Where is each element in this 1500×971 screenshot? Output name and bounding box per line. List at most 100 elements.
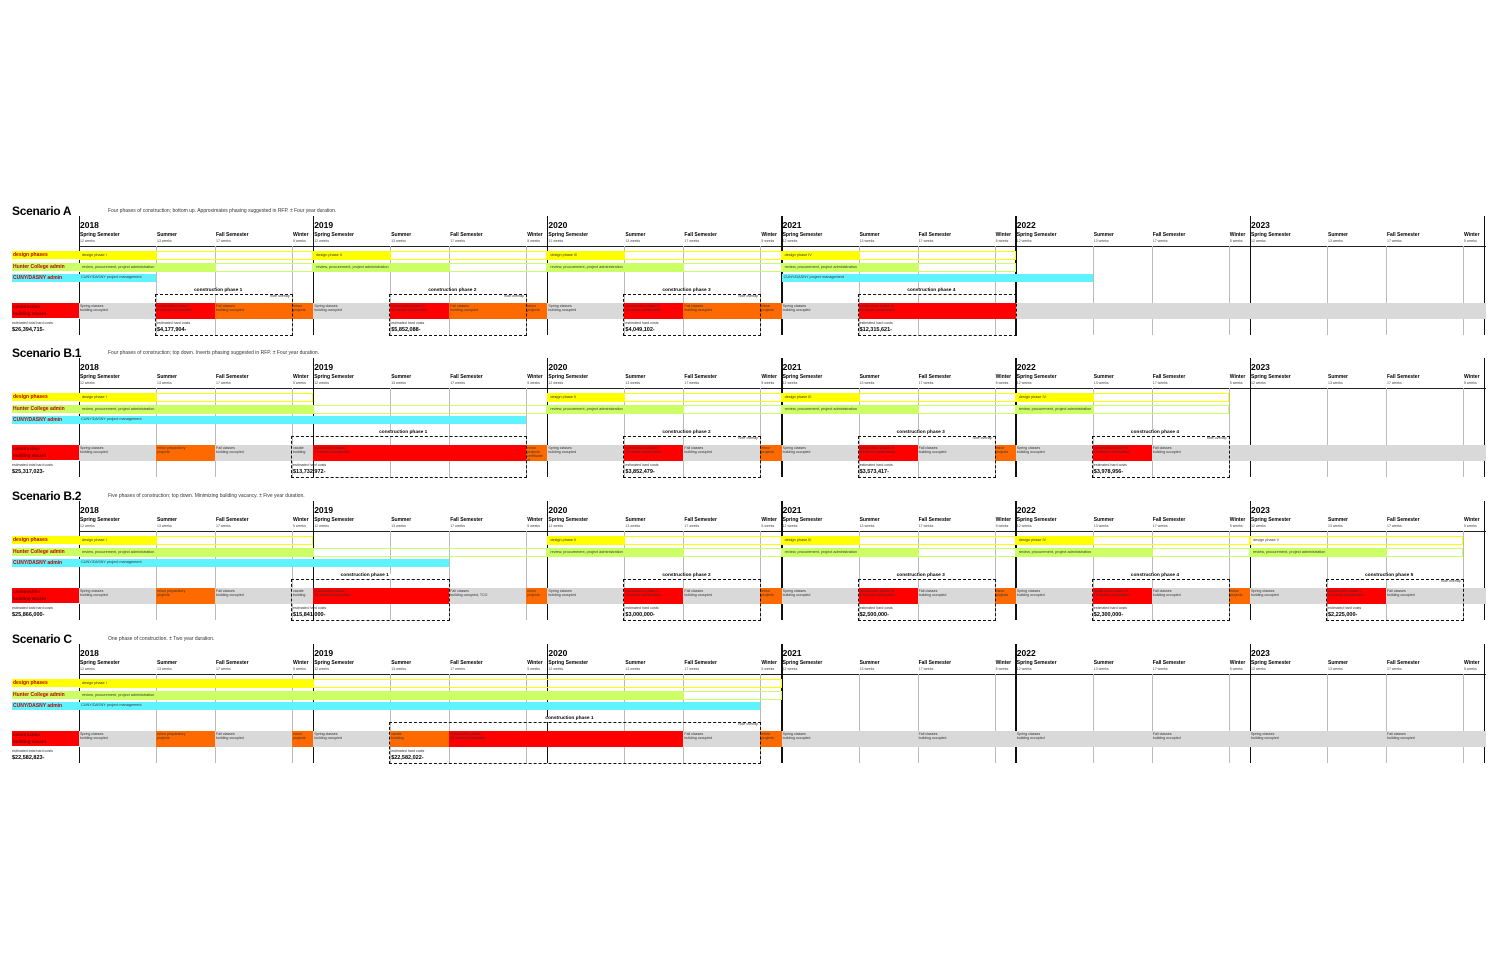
semester-weeks: 17 weeks (1387, 667, 1402, 671)
occupancy-cell (1228, 731, 1250, 747)
hunter-admin-bar-fill (1016, 406, 1094, 413)
occupancy-cell-top: construction phase II (391, 303, 425, 308)
estimated-hard-costs-label: estimated hard costs (1093, 463, 1127, 467)
semester-label: Winter (995, 660, 1012, 666)
occupancy-cell-bottom: building occupied (548, 592, 577, 597)
occupancy-cell-top: construction phase IV (1093, 445, 1129, 450)
occupancy-cell (1463, 731, 1485, 747)
semester-weeks: 17 weeks (918, 381, 934, 385)
construction-phase-box (623, 294, 762, 336)
semester-divider (156, 388, 157, 477)
construction-phase-box (857, 294, 1017, 336)
semester-weeks: 17 weeks (450, 239, 465, 243)
construction-phase-label: construction phase 4 (905, 288, 958, 294)
header-rule (79, 674, 1487, 675)
occupancy-cell-top: construction phase III (625, 303, 660, 308)
design-phase-bar-text: design phase IV (1018, 395, 1047, 399)
occupancy-cell: minor preparatory projects (156, 445, 215, 461)
semester-weeks: 17 weeks (1387, 381, 1402, 385)
occupancy-cell-bottom: building occupied (684, 449, 713, 454)
occupancy-cell-bottom: projects (157, 592, 170, 597)
semester-weeks: 12 weeks (1016, 239, 1032, 243)
design-phase-bar: design phase IV (1015, 393, 1229, 402)
semester-weeks: 12 weeks (80, 239, 95, 243)
semester-weeks: 5 weeks (761, 667, 775, 671)
semester-weeks: 17 weeks (1387, 524, 1402, 528)
occupancy-cell: construction phase I 30 weeks constructio… (313, 588, 450, 604)
phase-cost: $2,500,000- (859, 612, 889, 618)
hunter-admin-bar-fill (314, 264, 451, 271)
semester-divider (1092, 531, 1094, 620)
semester-weeks: 12 weeks (1251, 524, 1266, 528)
semester-divider (449, 531, 450, 620)
scenario-title: Scenario C (12, 632, 72, 646)
note-overlap: note overlap (1441, 579, 1461, 583)
hunter-admin-label: Hunter College admin (12, 263, 79, 271)
semester-label: Fall Semester (450, 517, 483, 523)
design-phase-bar-fill (782, 394, 860, 401)
occupancy-cell-bottom: 47 weeks construction (314, 449, 350, 454)
semester-weeks: 5 weeks (293, 381, 306, 385)
semester-weeks: 12 weeks (314, 381, 329, 385)
hunter-admin-bar-fill (80, 549, 315, 556)
semester-divider (1327, 246, 1328, 335)
semester-divider (994, 674, 996, 763)
occupancy-cell-bottom: projects (1229, 592, 1243, 597)
phase-cost: $2,225,000- (1328, 612, 1358, 618)
semester-label: Summer (1093, 374, 1114, 380)
occupancy-cell-top: Fall classes (684, 731, 704, 736)
semester-label: Summer (1328, 517, 1349, 523)
construction-label: construction (12, 588, 79, 596)
semester-weeks: 13 weeks (391, 667, 406, 671)
note-overlap: note overlap (270, 294, 290, 298)
occupancy-cell (994, 731, 1016, 747)
semester-label: Summer (1328, 374, 1349, 380)
semester-weeks: 12 weeks (1016, 524, 1032, 528)
occupancy-cell (858, 731, 918, 747)
design-phase-bar-fill (80, 252, 157, 259)
occupancy-cell-top: construction phase II (625, 445, 659, 450)
estimated-total-cost: $25,866,000- (12, 612, 45, 618)
year-label: 2018 (80, 648, 99, 658)
semester-label: Winter (527, 374, 543, 380)
occupancy-cell: Spring classes building occupied (1015, 588, 1093, 604)
design-phase-bar: design phase I (79, 679, 782, 688)
occupancy-cell-top: Spring classes (782, 731, 806, 736)
occupancy-cell-bottom: building occupied (1152, 449, 1181, 454)
semester-weeks: 12 weeks (314, 239, 329, 243)
semester-label: Fall Semester (918, 374, 952, 380)
year-divider (546, 358, 549, 477)
semester-weeks: 17 weeks (918, 667, 934, 671)
estimated-total-label: estimated total hard costs (12, 749, 53, 753)
semester-label: Summer (1328, 232, 1349, 238)
occupancy-cell-top: Spring classes (80, 303, 104, 308)
occupancy-cell-top: minor projects (527, 445, 540, 454)
occupancy-cell: Spring classes building occupied (781, 731, 859, 747)
construction-phase-box (155, 294, 293, 336)
design-phase-bar: design phase IV (1015, 536, 1250, 545)
semester-weeks: 17 weeks (450, 381, 465, 385)
construction-phase-label: construction phase 2 (660, 573, 713, 579)
year-label: 2022 (1016, 220, 1036, 230)
occupancy-cell-bottom: projects (157, 735, 170, 740)
semester-weeks: 17 weeks (450, 524, 465, 528)
phase-cost: $3,573,417- (859, 469, 889, 475)
occupancy-cell-bottom: 13 weeks construction (625, 592, 661, 597)
construction-phase-box (1326, 579, 1464, 621)
semester-label: Spring Semester (314, 517, 354, 523)
occupancy-cell: construction phase III 13 weeks construct… (624, 303, 684, 319)
semester-weeks: 17 weeks (1152, 667, 1168, 671)
note-overlap: note overlap (504, 294, 524, 298)
estimated-hard-costs-label: estimated hard costs (625, 606, 659, 610)
hunter-admin-bar-text: review, procurement, project administrat… (82, 407, 155, 411)
semester-weeks: 12 weeks (548, 381, 564, 385)
semester-weeks: 17 weeks (684, 524, 700, 528)
occupancy-cell-bottom: building occupied (314, 307, 342, 312)
semester-label: Winter (293, 232, 309, 238)
occupancy-cell: vacate building (292, 445, 314, 461)
construction-phase-box (389, 722, 762, 764)
semester-weeks: 12 weeks (80, 524, 95, 528)
occupancy-cell: construction phase IV 33 weeks constructi… (858, 303, 1016, 319)
semester-weeks: 12 weeks (782, 667, 798, 671)
semester-divider (526, 674, 527, 763)
